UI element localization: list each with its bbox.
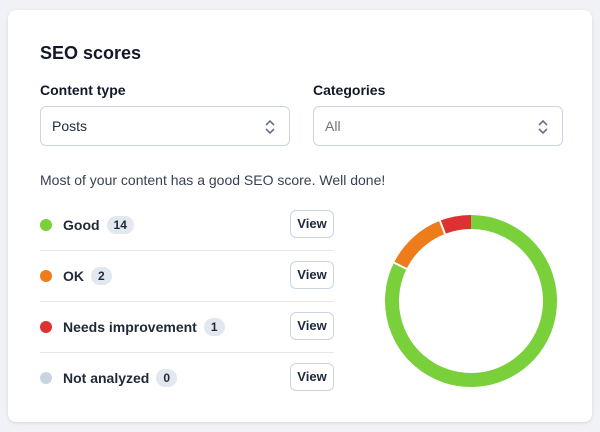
status-dot (40, 321, 52, 333)
donut-segment (439, 215, 472, 234)
count-badge: 0 (156, 369, 178, 387)
view-button[interactable]: View (290, 312, 334, 340)
segment-gap (393, 261, 407, 270)
view-button[interactable]: View (290, 210, 334, 238)
count-badge: 2 (91, 267, 112, 285)
status-dot (40, 372, 52, 384)
status-dot (40, 270, 52, 282)
score-row: Needs improvement 1 View (40, 302, 334, 353)
divider (40, 352, 334, 353)
select-value: All (325, 118, 341, 134)
divider (40, 301, 334, 302)
donut-segment (394, 220, 446, 270)
score-label: OK 2 (63, 267, 112, 285)
donut-chart (385, 215, 557, 387)
filter-label: Content type (40, 82, 126, 98)
status-dot (40, 219, 52, 231)
score-name: Needs improvement (63, 319, 197, 335)
score-row: Not analyzed 0 View (40, 353, 334, 404)
chevron-icon (265, 119, 275, 135)
score-name: Good (63, 217, 100, 233)
filter-label: Categories (313, 82, 386, 98)
content-type-select[interactable]: Posts (40, 106, 290, 146)
chevron-icon (538, 119, 548, 135)
count-badge: 1 (203, 318, 225, 336)
score-label: Not analyzed 0 (63, 369, 178, 387)
score-name: OK (63, 268, 84, 284)
view-button[interactable]: View (290, 261, 334, 289)
score-row: OK 2 View (40, 251, 334, 302)
score-name: Not analyzed (63, 370, 150, 386)
select-value: Posts (52, 118, 88, 134)
segment-gap (439, 220, 446, 235)
score-label: Needs improvement 1 (63, 318, 225, 336)
count-badge: 14 (106, 216, 134, 234)
view-button[interactable]: View (290, 363, 334, 391)
categories-select[interactable]: All (313, 106, 563, 146)
message: Most of your content has a good SEO scor… (40, 172, 386, 188)
divider (40, 250, 334, 251)
score-row: Good 14 View (40, 200, 334, 251)
score-label: Good 14 (63, 216, 134, 234)
card-title: SEO scores (40, 43, 142, 63)
donut-segment (385, 215, 557, 387)
seo-card: SEO scores Content type Categories Posts… (8, 10, 592, 422)
